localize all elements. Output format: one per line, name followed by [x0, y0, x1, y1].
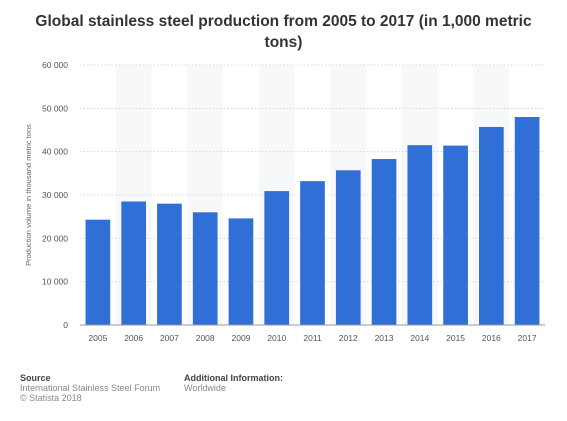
x-tick-label: 2017: [518, 333, 537, 343]
bar: [335, 170, 361, 325]
x-tick-label: 2015: [446, 333, 465, 343]
source-heading: Source: [20, 373, 51, 383]
additional-info-block: Additional Information: Worldwide: [184, 373, 283, 393]
x-tick-label: 2016: [482, 333, 501, 343]
x-tick-label: 2008: [196, 333, 215, 343]
y-tick-label: 30 000: [42, 190, 68, 200]
y-tick-label: 10 000: [42, 277, 68, 287]
bar: [121, 201, 146, 325]
bar: [85, 219, 111, 325]
y-tick-label: 50 000: [42, 103, 68, 113]
x-tick-label: 2010: [267, 333, 286, 343]
bar: [479, 126, 504, 325]
x-tick-label: 2012: [339, 333, 358, 343]
bar: [407, 145, 433, 325]
y-tick-label: 20 000: [42, 233, 68, 243]
x-tick-label: 2006: [124, 333, 143, 343]
chart-title: Global stainless steel production from 2…: [35, 13, 532, 51]
y-axis: 0 10 000 20 000 30 000 40 000 50 000 60 000: [42, 60, 68, 330]
x-tick-label: 2005: [88, 333, 107, 343]
y-tick-label: 60 000: [42, 60, 68, 70]
additional-info-text: Worldwide: [184, 383, 226, 393]
bar: [228, 218, 254, 325]
source-name: International Stainless Steel Forum: [20, 383, 161, 393]
bar: [371, 159, 397, 325]
source-block: Source International Stainless Steel For…: [20, 373, 160, 403]
bar: [192, 212, 218, 325]
x-tick-label: 2014: [410, 333, 429, 343]
bar: [300, 181, 325, 325]
y-tick-label: 40 000: [42, 147, 68, 157]
bars: [85, 117, 540, 325]
bar: [264, 191, 290, 325]
y-axis-title: Production volume in thousand metric ton…: [24, 124, 33, 266]
x-tick-label: 2011: [303, 333, 322, 343]
x-tick-label: 2007: [160, 333, 179, 343]
y-tick-label: 0: [63, 320, 68, 330]
bar: [514, 117, 540, 325]
additional-info-heading: Additional Information:: [184, 373, 283, 383]
x-tick-label: 2009: [232, 333, 251, 343]
bar: [157, 203, 182, 325]
x-axis: 2005 2006 2007 2008 2009 2010 2011 2012 2013 2014…: [80, 324, 545, 343]
x-tick-label: 2013: [375, 333, 394, 343]
copyright: © Statista 2018: [20, 393, 82, 403]
bar: [443, 145, 468, 325]
